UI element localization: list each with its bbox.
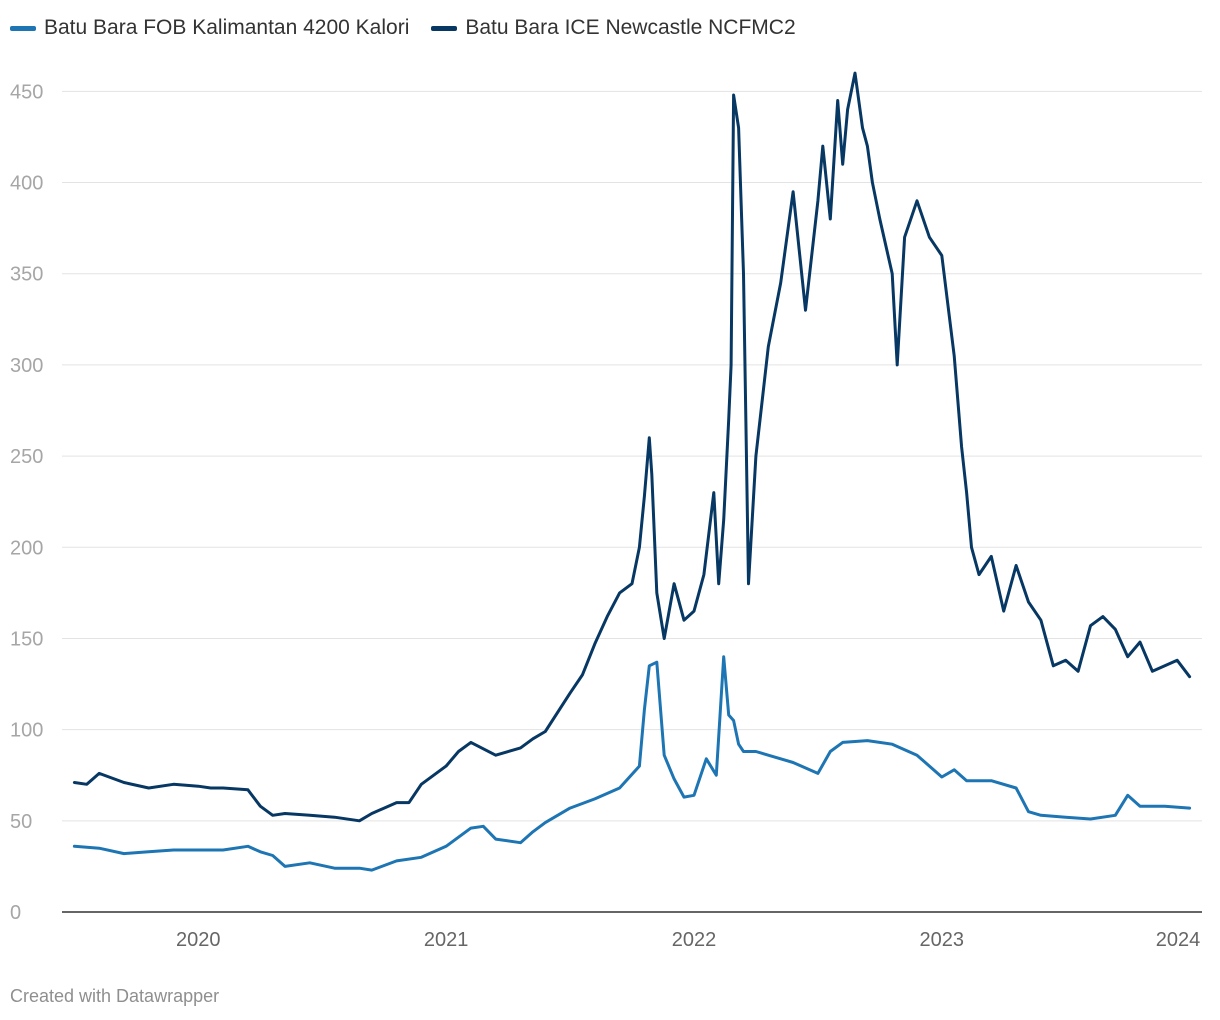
- x-tick-label-2024: 2024: [1156, 929, 1201, 951]
- chart-legend: Batu Bara FOB Kalimantan 4200 Kalori Bat…: [10, 14, 796, 42]
- legend-label-ice-newcastle: Batu Bara ICE Newcastle NCFMC2: [465, 16, 796, 39]
- y-tick-label-400: 400: [10, 173, 43, 195]
- x-tick-label-2022: 2022: [672, 929, 717, 951]
- y-tick-label-300: 300: [10, 355, 43, 377]
- legend-swatch-ice-newcastle: [431, 25, 458, 31]
- x-tick-label-2023: 2023: [920, 929, 965, 951]
- x-tick-label-2021: 2021: [424, 929, 469, 951]
- y-tick-label-450: 450: [10, 81, 43, 103]
- y-tick-label-350: 350: [10, 264, 43, 286]
- y-tick-label-200: 200: [10, 537, 43, 559]
- legend-item-ice-newcastle: Batu Bara ICE Newcastle NCFMC2: [431, 16, 796, 40]
- y-tick-label-250: 250: [10, 446, 43, 468]
- y-tick-label-150: 150: [10, 628, 43, 650]
- x-tick-label-2020: 2020: [176, 929, 221, 951]
- series-line-0: [72, 655, 1192, 872]
- y-tick-label-0: 0: [10, 902, 21, 924]
- legend-swatch-fob-kalimantan: [10, 25, 36, 31]
- legend-item-fob-kalimantan: Batu Bara FOB Kalimantan 4200 Kalori: [10, 16, 409, 40]
- y-tick-label-50: 50: [10, 811, 32, 833]
- legend-label-fob-kalimantan: Batu Bara FOB Kalimantan 4200 Kalori: [44, 16, 410, 39]
- series-line-1: [72, 71, 1192, 823]
- attribution-footer: Created with Datawrapper: [10, 986, 220, 1006]
- y-tick-label-100: 100: [10, 720, 43, 742]
